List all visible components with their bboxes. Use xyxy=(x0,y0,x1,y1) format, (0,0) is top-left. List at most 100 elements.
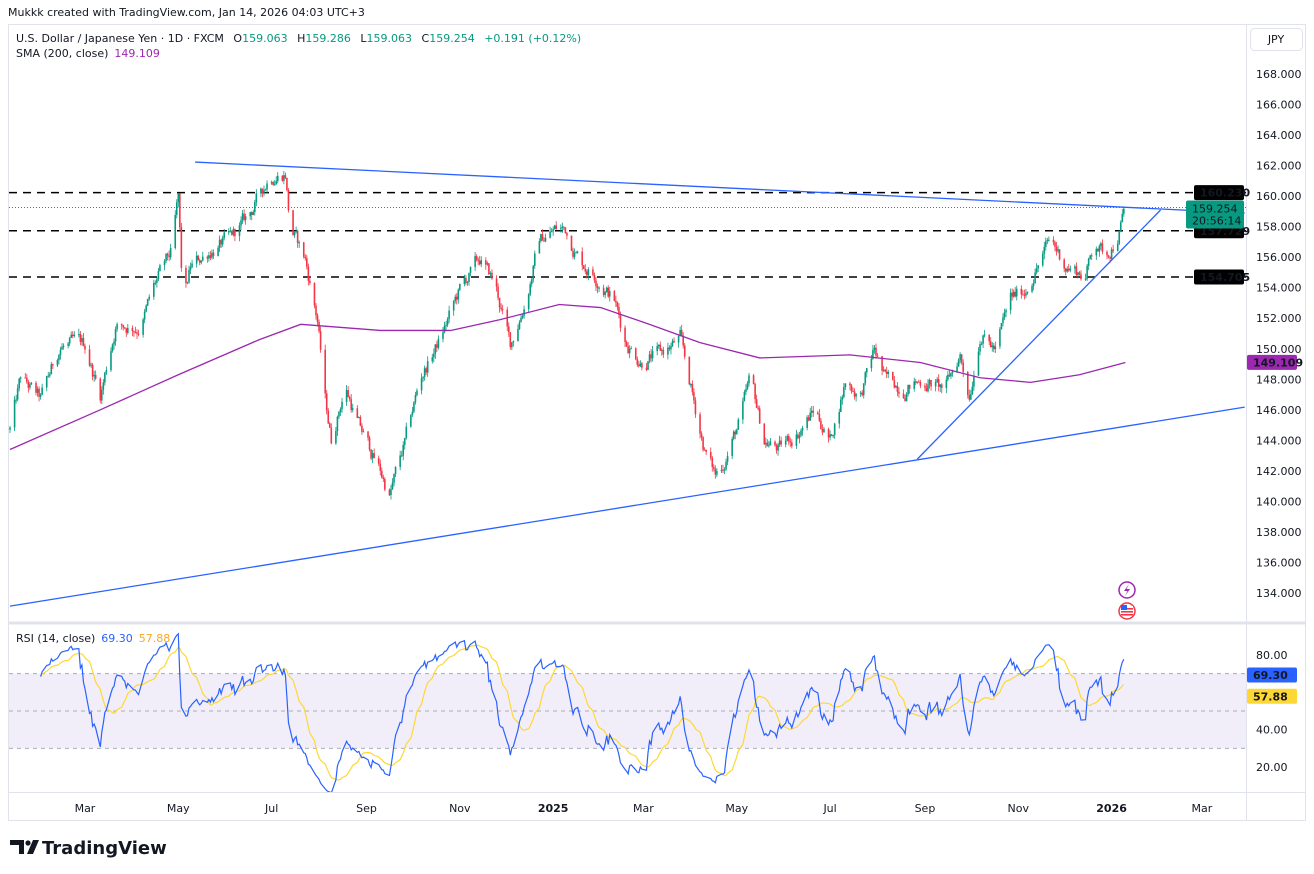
candle-body xyxy=(264,189,267,191)
candle-body xyxy=(41,387,43,395)
time-axis[interactable]: Mar May Jul Sep Nov 2025 Mar May Jul Sep Nov 2026 Ma… xyxy=(75,802,1213,815)
candle-body xyxy=(211,252,213,258)
candle-body xyxy=(478,260,481,265)
tv-logo-icon xyxy=(10,840,24,854)
candle-body xyxy=(896,385,899,392)
candle-body xyxy=(602,287,605,295)
rsi-line xyxy=(40,632,1125,792)
price-tick-label: 160.000 xyxy=(1256,190,1302,203)
candle-body xyxy=(120,324,123,326)
candle-body xyxy=(263,190,265,193)
tradingview-logo[interactable]: TradingView xyxy=(10,838,167,859)
candle-body xyxy=(530,279,533,285)
candle-body xyxy=(154,282,157,284)
candle-body xyxy=(218,239,221,248)
time-tick-label: Mar xyxy=(633,802,654,815)
candle-body xyxy=(677,335,680,343)
candle-body xyxy=(668,347,671,350)
candle-body xyxy=(755,399,758,408)
candle-body xyxy=(125,328,128,333)
level-price-label-text: 160.230 xyxy=(1200,187,1250,200)
candle-body xyxy=(313,283,316,306)
candle-body xyxy=(855,393,857,397)
candle-body xyxy=(110,351,112,371)
us-flag-event-icon[interactable] xyxy=(1118,602,1136,620)
candle-body xyxy=(358,417,360,419)
candle-body xyxy=(165,253,167,262)
candle-body xyxy=(714,468,717,475)
candle-body xyxy=(827,428,830,438)
candle-body xyxy=(304,256,307,259)
candle-body xyxy=(359,417,362,426)
price-tick-label: 156.000 xyxy=(1256,251,1302,264)
candle-body xyxy=(780,440,782,445)
candle-body xyxy=(250,212,253,215)
candle-body xyxy=(111,344,114,352)
candle-body xyxy=(575,252,577,254)
candle-body xyxy=(433,353,435,358)
candle-body xyxy=(399,455,401,467)
legend-rsi: RSI (14, close) 69.30 57.88 xyxy=(16,632,170,645)
event-lightning-icon[interactable] xyxy=(1118,581,1136,599)
candle-body xyxy=(930,379,932,387)
candle-body xyxy=(36,388,39,393)
candle-body xyxy=(688,356,691,385)
candle-body xyxy=(229,230,232,232)
candle-body xyxy=(275,181,278,185)
candle-body xyxy=(1121,213,1124,223)
candle-body xyxy=(722,469,724,471)
candle-body xyxy=(1022,294,1024,296)
candle-body xyxy=(1119,222,1122,232)
candle-body xyxy=(88,349,91,366)
candle-body xyxy=(67,343,69,346)
candle-body xyxy=(1034,272,1036,284)
candle-body xyxy=(19,377,22,379)
candle-body xyxy=(13,399,16,428)
candle-body xyxy=(913,381,916,389)
candle-body xyxy=(1054,242,1056,247)
candle-body xyxy=(1109,257,1111,259)
candle-body xyxy=(400,455,403,457)
candle-body xyxy=(94,375,97,379)
candle-body xyxy=(1118,231,1121,244)
candle-body xyxy=(362,431,365,433)
candle-body xyxy=(656,346,658,352)
rsi-pane[interactable] xyxy=(40,632,1125,793)
currency-button[interactable]: JPY xyxy=(1250,28,1303,51)
candle-body xyxy=(786,435,789,441)
candle-body xyxy=(691,384,694,393)
candle-body xyxy=(859,392,862,394)
candle-body xyxy=(902,393,905,399)
candle-body xyxy=(1014,291,1017,297)
candle-body xyxy=(1026,291,1029,294)
candle-body xyxy=(1058,249,1061,260)
candle-body xyxy=(734,431,737,435)
level-price-label: 154.705 xyxy=(1194,269,1250,285)
candle-body xyxy=(325,393,328,411)
candle-body xyxy=(584,268,587,272)
candle-body xyxy=(324,349,326,394)
candle-body xyxy=(817,412,819,415)
candle-body xyxy=(281,175,284,181)
candle-body xyxy=(16,388,19,400)
candle-body xyxy=(442,332,444,339)
level-price-label-text: 154.705 xyxy=(1200,271,1250,284)
candle-body xyxy=(58,355,60,360)
candle-body xyxy=(682,335,684,346)
candle-body xyxy=(680,329,683,336)
trendline-lower-support xyxy=(9,406,1245,607)
candle-body xyxy=(521,315,524,318)
candle-body xyxy=(327,410,330,424)
last-price-text: 159.254 xyxy=(1192,203,1238,216)
price-axis[interactable]: 134.000 136.000 138.000 140.000 142.000 144.0… xyxy=(1256,68,1302,774)
symbol-title: U.S. Dollar / Japanese Yen · 1D · FXCM xyxy=(16,32,224,45)
candle-body xyxy=(703,449,706,451)
candle-body xyxy=(159,265,161,272)
candle-body xyxy=(227,231,230,233)
time-tick-label: May xyxy=(167,802,190,815)
candle-body xyxy=(713,467,715,469)
candle-body xyxy=(38,388,40,397)
price-pane[interactable] xyxy=(9,161,1246,607)
candle-body xyxy=(232,229,235,235)
